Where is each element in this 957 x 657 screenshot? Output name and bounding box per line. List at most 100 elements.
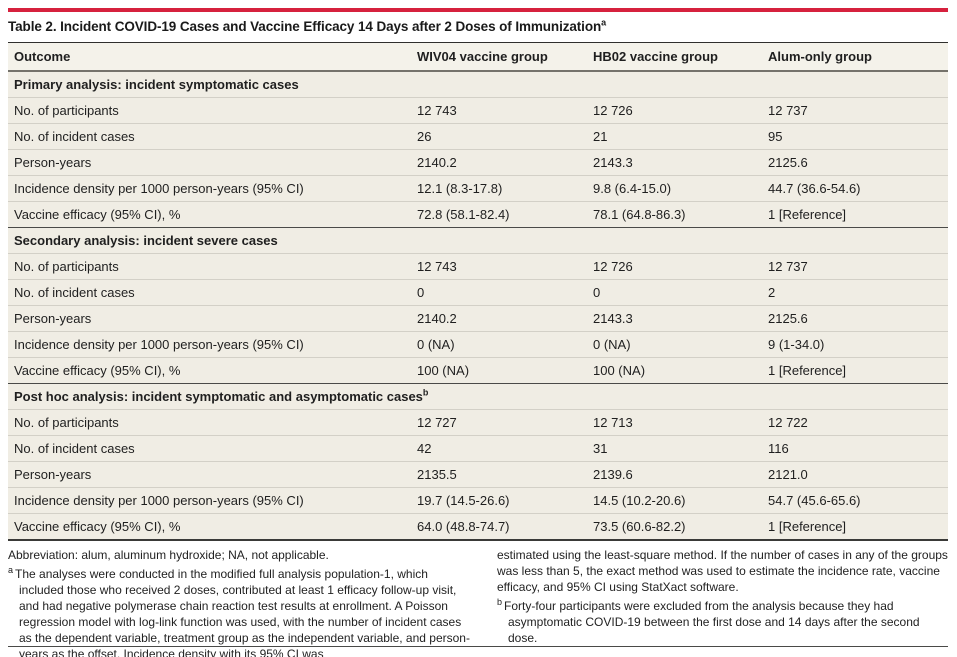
cell-alum: 2125.6	[768, 149, 948, 176]
row-label: No. of incident cases	[8, 123, 417, 150]
footnote-b-text: Forty-four participants were excluded fr…	[504, 599, 920, 646]
cell-alum: 9 (1-34.0)	[768, 331, 948, 358]
cell-wiv04: 12.1 (8.3-17.8)	[417, 175, 593, 202]
cell-alum: 1 [Reference]	[768, 201, 948, 228]
cell-wiv04: 100 (NA)	[417, 357, 593, 384]
row-label: Incidence density per 1000 person-years …	[8, 487, 417, 514]
cell-hb02: 2143.3	[593, 149, 768, 176]
column-header-alum-group: Alum-only group	[768, 42, 948, 72]
section-header-primary-analysis: Primary analysis: incident symptomatic c…	[8, 71, 948, 98]
footnote-b: b Forty-four participants were excluded f…	[497, 598, 948, 646]
cell-hb02: 0 (NA)	[593, 331, 768, 358]
table-row: No. of incident cases 42 31 116	[8, 435, 948, 462]
section-footnote-marker: b	[422, 387, 429, 398]
cell-alum: 12 722	[768, 409, 948, 436]
cell-hb02: 78.1 (64.8-86.3)	[593, 201, 768, 228]
cell-wiv04: 12 727	[417, 409, 593, 436]
row-label: No. of participants	[8, 97, 417, 124]
footnotes-right-column: estimated using the least-square method.…	[497, 547, 948, 657]
section-header-text: Primary analysis: incident symptomatic c…	[14, 77, 299, 92]
table-row: Vaccine efficacy (95% CI), % 64.0 (48.8-…	[8, 513, 948, 540]
cell-wiv04: 0 (NA)	[417, 331, 593, 358]
cell-alum: 44.7 (36.6-54.6)	[768, 175, 948, 202]
row-label: Vaccine efficacy (95% CI), %	[8, 201, 417, 228]
cell-alum: 12 737	[768, 97, 948, 124]
cell-hb02: 2139.6	[593, 461, 768, 488]
cell-alum: 2	[768, 279, 948, 306]
table-row: Vaccine efficacy (95% CI), % 100 (NA) 10…	[8, 357, 948, 384]
cell-alum: 1 [Reference]	[768, 513, 948, 540]
cell-hb02: 0	[593, 279, 768, 306]
column-header-wiv04-group: WIV04 vaccine group	[417, 42, 593, 72]
cell-alum: 95	[768, 123, 948, 150]
cell-hb02: 21	[593, 123, 768, 150]
table-row: Incidence density per 1000 person-years …	[8, 487, 948, 514]
cell-hb02: 2143.3	[593, 305, 768, 332]
row-label: Person-years	[8, 149, 417, 176]
table-row: No. of participants 12 727 12 713 12 722	[8, 409, 948, 436]
cell-hb02: 9.8 (6.4-15.0)	[593, 175, 768, 202]
table-row: Incidence density per 1000 person-years …	[8, 175, 948, 202]
footnote-a-text: The analyses were conducted in the modif…	[15, 567, 470, 657]
table-title-footnote-marker: a	[601, 17, 607, 28]
table-header-row: Outcome WIV04 vaccine group HB02 vaccine…	[8, 42, 948, 72]
row-label: Incidence density per 1000 person-years …	[8, 175, 417, 202]
footnotes-left-column: Abbreviation: alum, aluminum hydroxide; …	[8, 547, 470, 657]
row-label: No. of participants	[8, 409, 417, 436]
cell-alum: 12 737	[768, 253, 948, 280]
cell-alum: 54.7 (45.6-65.6)	[768, 487, 948, 514]
row-label: Person-years	[8, 461, 417, 488]
abbreviation-note: Abbreviation: alum, aluminum hydroxide; …	[8, 548, 329, 562]
cell-wiv04: 72.8 (58.1-82.4)	[417, 201, 593, 228]
table-row: No. of incident cases 0 0 2	[8, 279, 948, 306]
cell-wiv04: 2135.5	[417, 461, 593, 488]
table-title-text: Table 2. Incident COVID-19 Cases and Vac…	[8, 19, 602, 34]
footnote-b-marker: b	[497, 597, 503, 608]
section-header-text: Secondary analysis: incident severe case…	[14, 233, 278, 248]
cell-alum: 2125.6	[768, 305, 948, 332]
footnotes: Abbreviation: alum, aluminum hydroxide; …	[8, 547, 948, 657]
cell-alum: 2121.0	[768, 461, 948, 488]
cell-hb02: 12 713	[593, 409, 768, 436]
table-row: Person-years 2135.5 2139.6 2121.0	[8, 461, 948, 488]
cell-wiv04: 2140.2	[417, 305, 593, 332]
cell-hb02: 31	[593, 435, 768, 462]
cell-wiv04: 64.0 (48.8-74.7)	[417, 513, 593, 540]
column-header-hb02-group: HB02 vaccine group	[593, 42, 768, 72]
cell-alum: 116	[768, 435, 948, 462]
row-label: No. of incident cases	[8, 435, 417, 462]
table-row: Person-years 2140.2 2143.3 2125.6	[8, 149, 948, 176]
section-header-posthoc-analysis: Post hoc analysis: incident symptomatic …	[8, 383, 948, 410]
cell-wiv04: 42	[417, 435, 593, 462]
section-header-secondary-analysis: Secondary analysis: incident severe case…	[8, 227, 948, 254]
cell-wiv04: 26	[417, 123, 593, 150]
table-row: Person-years 2140.2 2143.3 2125.6	[8, 305, 948, 332]
table-row: Vaccine efficacy (95% CI), % 72.8 (58.1-…	[8, 201, 948, 228]
cell-wiv04: 0	[417, 279, 593, 306]
table-row: Incidence density per 1000 person-years …	[8, 331, 948, 358]
cell-hb02: 73.5 (60.6-82.2)	[593, 513, 768, 540]
cell-wiv04: 12 743	[417, 253, 593, 280]
cell-hb02: 100 (NA)	[593, 357, 768, 384]
footnote-a-marker: a	[8, 565, 14, 576]
table-row: No. of incident cases 26 21 95	[8, 123, 948, 150]
results-table: Outcome WIV04 vaccine group HB02 vaccine…	[8, 42, 948, 541]
page-bottom-rule	[8, 646, 948, 647]
row-label: No. of participants	[8, 253, 417, 280]
table-accent-bar	[8, 8, 948, 12]
cell-wiv04: 12 743	[417, 97, 593, 124]
footnote-a: a The analyses were conducted in the modi…	[8, 566, 470, 657]
cell-wiv04: 2140.2	[417, 149, 593, 176]
section-header-text: Post hoc analysis: incident symptomatic …	[14, 389, 423, 404]
cell-hb02: 14.5 (10.2-20.6)	[593, 487, 768, 514]
row-label: No. of incident cases	[8, 279, 417, 306]
row-label: Person-years	[8, 305, 417, 332]
cell-wiv04: 19.7 (14.5-26.6)	[417, 487, 593, 514]
cell-alum: 1 [Reference]	[768, 357, 948, 384]
row-label: Incidence density per 1000 person-years …	[8, 331, 417, 358]
column-header-outcome: Outcome	[8, 42, 417, 72]
footnotes-column-gap	[470, 547, 497, 657]
row-label: Vaccine efficacy (95% CI), %	[8, 513, 417, 540]
cell-hb02: 12 726	[593, 253, 768, 280]
